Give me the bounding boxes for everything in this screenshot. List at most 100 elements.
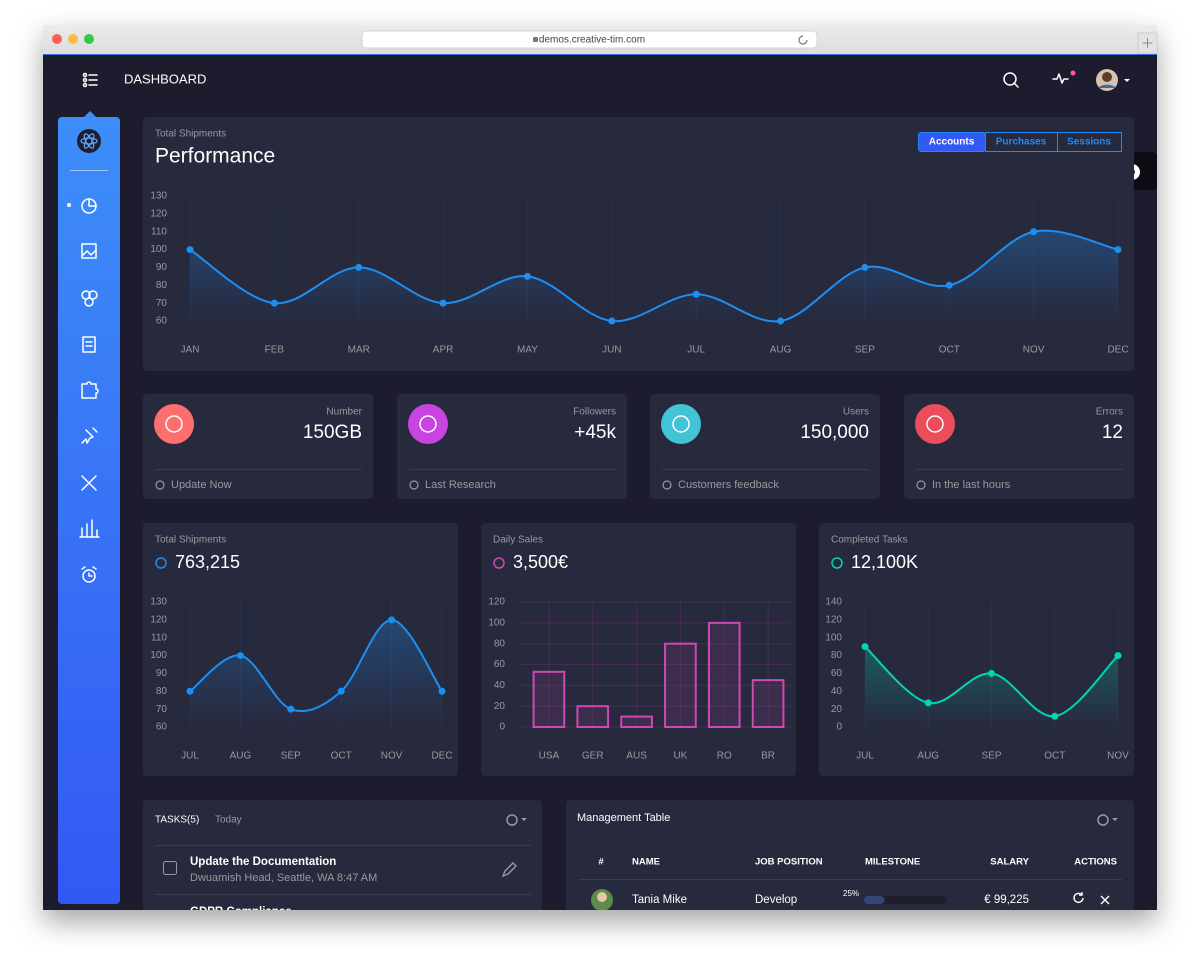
- activity-icon[interactable]: [1052, 70, 1076, 84]
- minimize-button[interactable]: [68, 34, 78, 44]
- y-tick-label: 120: [150, 614, 167, 625]
- zoom-button[interactable]: [84, 34, 94, 44]
- x-tick-label: SEP: [981, 751, 1001, 762]
- x-tick-label: OCT: [939, 345, 960, 356]
- card-icon: [155, 557, 167, 569]
- chart: 0 20 40 60 80 100 120 140 JUL AUG SEP OCT NOV: [825, 597, 1129, 762]
- y-tick-label: 130: [150, 191, 167, 202]
- x-tick-label: AUS: [626, 751, 647, 762]
- x-tick-label: OCT: [331, 751, 352, 762]
- stat-icon: [154, 404, 194, 444]
- cell-salary: € 99,225: [984, 894, 1029, 906]
- bar: [620, 715, 653, 728]
- stat-label: Errors: [1096, 407, 1123, 418]
- stat-label: Followers: [573, 407, 616, 418]
- tasks-title: TASKS(5): [155, 815, 199, 826]
- tab-button[interactable]: [1057, 132, 1122, 152]
- y-tick-label: 40: [494, 680, 506, 691]
- area: [865, 646, 1118, 727]
- stat-card: [143, 394, 373, 499]
- chart: 60 70 80 90 100 110 120 130 JUL AUG SEP OCT NOV DEC: [150, 597, 452, 762]
- app: DASHBOARD Total Shipments Performance Ac…: [58, 69, 1157, 910]
- row-avatar: [591, 889, 613, 910]
- point: [945, 281, 953, 289]
- point: [236, 652, 244, 660]
- point: [439, 299, 447, 307]
- close-button[interactable]: [52, 34, 62, 44]
- x-tick-label: BR: [761, 751, 775, 762]
- y-tick-label: 100: [150, 650, 167, 661]
- x-tick-label: USA: [539, 751, 560, 762]
- delete-action[interactable]: [1100, 895, 1110, 905]
- x-tick-label: DEC: [431, 751, 452, 762]
- nav-tools[interactable]: [81, 475, 97, 491]
- y-tick-label: 60: [494, 659, 506, 670]
- y-tick-label: 130: [150, 597, 167, 608]
- y-tick-label: 110: [151, 632, 167, 643]
- address-bar[interactable]: [361, 30, 818, 49]
- y-tick-label: 20: [494, 701, 506, 712]
- card-subtitle: Total Shipments: [155, 535, 226, 546]
- nav-user[interactable]: [81, 381, 99, 399]
- logo[interactable]: [77, 129, 101, 153]
- refresh-action[interactable]: [1073, 892, 1084, 904]
- y-tick-label: 100: [488, 617, 505, 628]
- nav-dashboard[interactable]: [81, 198, 97, 214]
- active-dot: [67, 203, 71, 207]
- y-tick-label: 110: [151, 226, 167, 237]
- y-tick-label: 60: [156, 316, 168, 327]
- table-title: Management Table: [577, 812, 670, 824]
- card-subtitle: Daily Sales: [493, 535, 543, 546]
- avatar[interactable]: [1096, 69, 1130, 91]
- stat-glyph: [926, 415, 944, 433]
- tab-group: Accounts Purchases Sessions: [918, 132, 1122, 152]
- point: [523, 272, 531, 280]
- y-tick-label: 80: [494, 638, 506, 649]
- nav-pin[interactable]: [81, 427, 98, 444]
- footer-icon: [916, 480, 926, 490]
- x-tick-label: SEP: [855, 345, 875, 356]
- x-tick-label: MAR: [348, 345, 370, 356]
- cell-position: Develop: [755, 894, 797, 906]
- bar: [664, 642, 697, 729]
- y-tick-label: 70: [156, 704, 168, 715]
- stat-glyph: [672, 415, 690, 433]
- task-checkbox[interactable]: [163, 861, 177, 875]
- nav-maps[interactable]: [81, 290, 98, 307]
- reload-icon[interactable]: [798, 35, 808, 45]
- point: [777, 317, 785, 325]
- stat-value: 150GB: [303, 422, 362, 443]
- plus-icon: [1142, 38, 1153, 48]
- point: [270, 299, 278, 307]
- tasks-settings[interactable]: [506, 814, 527, 826]
- nav-alarm[interactable]: [81, 566, 97, 583]
- task-detail: Dwuamish Head, Seattle, WA 8:47 AM: [190, 872, 377, 884]
- y-tick-label: 0: [499, 722, 505, 733]
- line: [189, 229, 1119, 323]
- x-tick-label: AUG: [770, 345, 792, 356]
- nav-icons[interactable]: [81, 243, 97, 259]
- navbar-title: DASHBOARD: [124, 71, 206, 86]
- search-icon[interactable]: [1003, 72, 1019, 88]
- table-header: # NAME JOB POSITION MILESTONE SALARY ACTIONS: [598, 857, 1117, 868]
- stat-label: Number: [326, 407, 362, 418]
- nav-chart[interactable]: [79, 519, 100, 538]
- point: [1030, 228, 1038, 236]
- lock-icon: [533, 37, 538, 42]
- table-settings[interactable]: [1097, 814, 1118, 826]
- menu-icon[interactable]: [82, 72, 98, 88]
- edit-icon[interactable]: [501, 862, 517, 878]
- y-tick-label: 120: [150, 208, 167, 219]
- stat-icon: [915, 404, 955, 444]
- y-tick-label: 20: [831, 704, 843, 715]
- y-tick-label: 80: [156, 686, 168, 697]
- y-tick-label: 120: [825, 614, 842, 625]
- y-tick-label: 90: [156, 262, 168, 273]
- performance-chart: 60 70 80 90 100 110 120 130 JAN FEB MAR APR MAY JUN JU…: [150, 191, 1128, 356]
- stat-label: Users: [843, 407, 869, 418]
- logo-icon: [80, 133, 98, 149]
- nav-notifications[interactable]: [82, 336, 96, 353]
- point: [1114, 652, 1122, 660]
- point: [988, 669, 995, 677]
- bar: [707, 621, 741, 728]
